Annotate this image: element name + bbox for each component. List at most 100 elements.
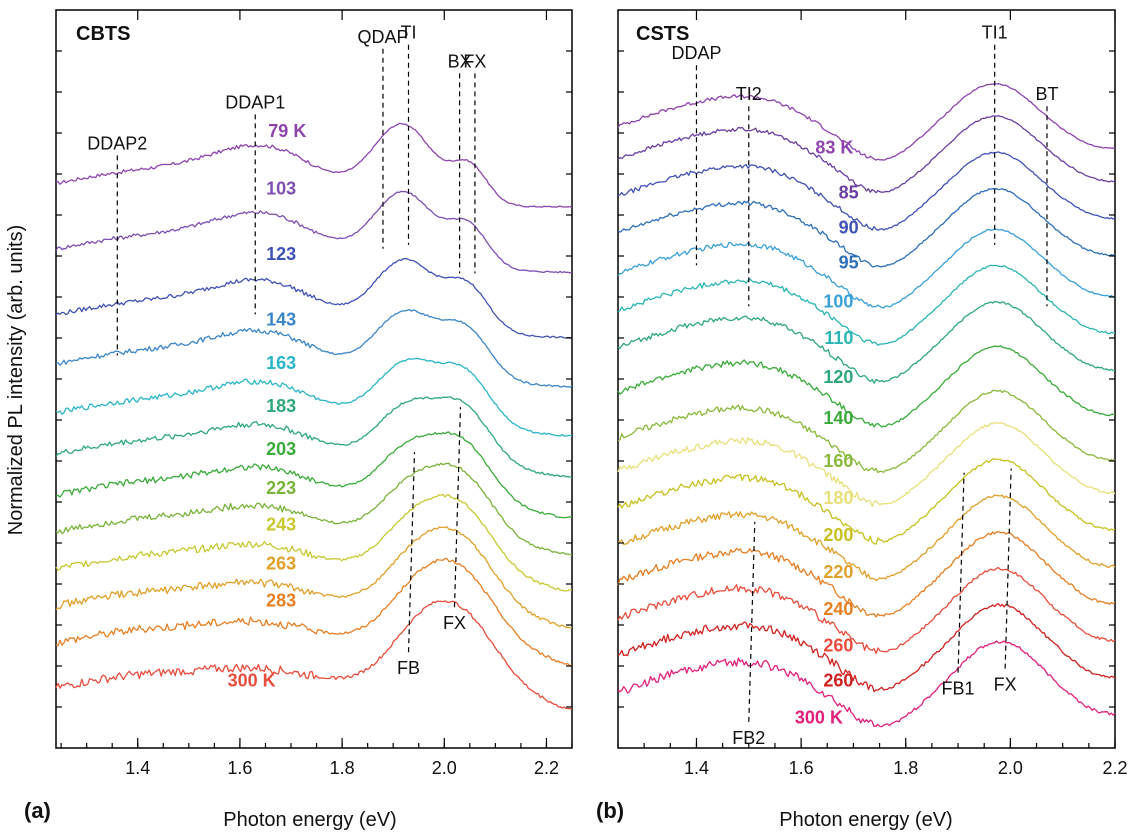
series-label: 123 [266,244,296,264]
guides-b [695,44,1048,722]
panel-label-a: (a) [24,798,51,823]
series-label: 120 [823,367,853,387]
series-line [617,421,1116,507]
x-tick-label: 1.8 [893,758,918,778]
series-line [617,115,1116,194]
series-line [55,396,573,479]
series-line [617,566,1116,655]
series-label: 260 [823,636,853,656]
series-line [617,640,1116,728]
x-tick-label: 2.2 [534,758,559,778]
series-label: 263 [266,554,296,574]
series-line [55,308,573,388]
plot-frame-b [617,9,1116,749]
series-line [617,151,1116,231]
series-line [55,431,573,519]
series-label: 300 K [228,671,276,691]
x-ticks-a: 1.4 1.6 1.8 2.0 2.2 [60,10,573,778]
material-label-a: CBTS [76,23,130,45]
series-labels-b: 83 K 85 90 95 100 110 120 140 160 180 200 220 240 260… [795,138,859,728]
series-label: 220 [823,562,853,582]
series-label: 243 [266,515,296,535]
series-label: 100 [823,291,853,311]
series-line [55,357,573,437]
series-line [617,530,1116,618]
series-line [617,458,1116,545]
plot-frame-a [55,9,573,749]
annotation-label: TI2 [736,84,762,104]
guide-line [453,407,462,608]
series-label: 223 [266,478,296,498]
annotation-label: BT [1035,84,1058,104]
guide-line [407,452,416,653]
series-label: 163 [266,353,296,373]
series-line [617,264,1116,346]
series-line [617,494,1116,582]
annotations-b: DDAP TI2 TI1 BT FB1 FX FB2 [671,23,1058,748]
y-axis-label: Normalized PL intensity (arb. units) [5,225,27,536]
x-axis-label-a: Photon energy (eV) [223,809,396,831]
panel-b: 83 K 85 90 95 100 110 120 140 160 180 200 220 240 260… [596,9,1128,831]
series-label: 300 K [795,707,843,727]
x-tick-label: 2.0 [998,758,1023,778]
guide-line [957,472,965,673]
annotation-label: BX [448,51,472,71]
annotation-label: FB1 [942,679,975,699]
series-line [55,557,573,667]
annotation-label: DDAP1 [225,92,285,112]
material-label-b: CSTS [636,23,689,45]
series-label: 110 [824,328,853,348]
series-line [617,603,1116,693]
series-label: 140 [823,408,853,428]
series-labels-a: 79 K 103 123 143 163 183 203 223 243 263 283 300 K [228,121,307,690]
series-line [55,493,573,592]
series-line [55,526,573,629]
series-label: 90 [839,217,859,237]
x-tick-label: 1.4 [684,758,709,778]
annotation-label: FB2 [732,728,765,748]
series-label: 203 [266,439,296,459]
series-line [617,300,1115,384]
x-tick-label: 1.6 [789,758,814,778]
series-label: 85 [839,183,859,203]
series-line [617,345,1116,428]
annotation-label: FX [994,675,1017,695]
guide-line [1004,468,1012,669]
annotation-label: QDAP [357,27,408,47]
annotation-label: DDAP2 [87,133,147,153]
series-label: 79 K [268,121,306,141]
series-line [617,188,1116,268]
y-ticks-a [56,50,572,708]
series-label: 283 [266,591,296,611]
series-line [55,462,573,556]
x-tick-label: 1.8 [330,758,355,778]
annotation-label: TI [401,23,417,43]
series-line [55,122,573,208]
series-label: 95 [839,252,859,272]
annotation-label: FB [397,658,420,678]
series-line [617,83,1116,161]
x-tick-label: 2.0 [432,758,457,778]
x-tick-label: 1.4 [125,758,150,778]
annotation-label: TI1 [982,23,1008,43]
series-label: 240 [823,599,853,619]
series-line [55,600,573,710]
guide-line [748,521,756,722]
series-label: 83 K [815,138,853,158]
series-label: 200 [823,525,853,545]
x-tick-label: 2.2 [1102,758,1127,778]
x-ticks-b: 1.4 1.6 1.8 2.0 2.2 [617,10,1128,778]
series-label: 183 [266,396,296,416]
series-label: 160 [823,451,853,471]
series-line [55,190,573,274]
annotation-label: FX [463,51,486,71]
x-axis-label-b: Photon energy (eV) [779,809,952,831]
panel-label-b: (b) [596,798,624,823]
traces-a [55,122,573,710]
x-tick-label: 1.6 [227,758,252,778]
series-line [617,389,1116,474]
annotation-label: DDAP [671,43,721,63]
